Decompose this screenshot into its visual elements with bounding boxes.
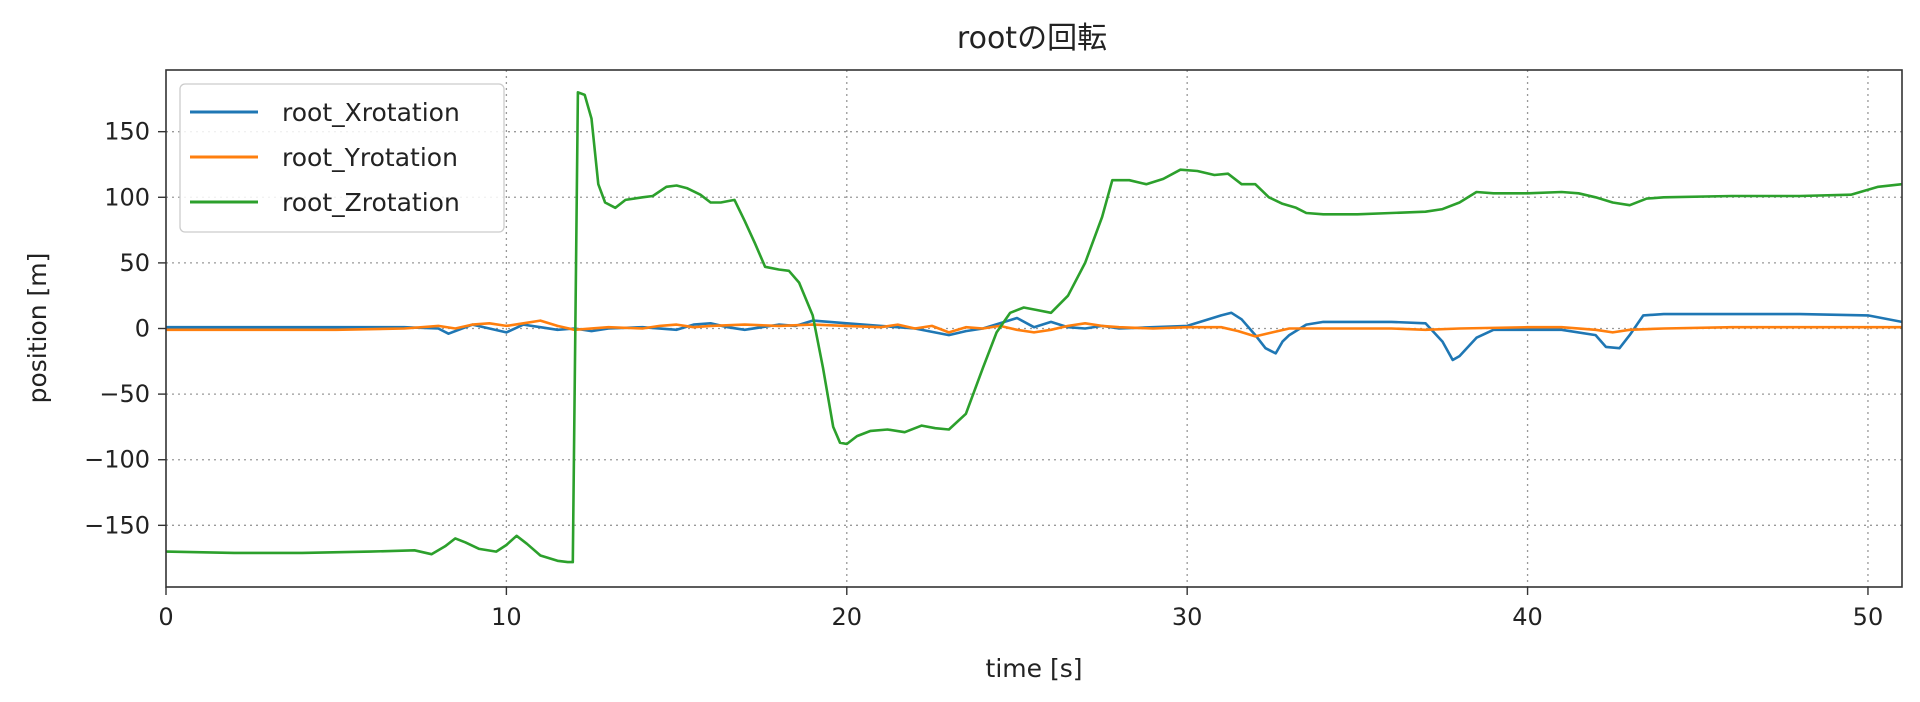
series-layer xyxy=(166,91,1902,564)
x-tick-label: 30 xyxy=(1172,603,1203,631)
x-tick-label: 20 xyxy=(832,603,863,631)
x-tick-label: 50 xyxy=(1853,603,1884,631)
y-tick-label: 50 xyxy=(119,249,150,277)
y-axis-label: position [m] xyxy=(23,253,52,404)
x-tick-label: 0 xyxy=(158,603,173,631)
chart-title: rootの回転 xyxy=(957,21,1107,56)
x-tick-label: 10 xyxy=(491,603,522,631)
series-line-root-zrotation xyxy=(166,91,1902,564)
y-tick-label: −100 xyxy=(84,446,150,474)
legend-label: root_Yrotation xyxy=(282,143,458,172)
legend: root_Xrotation root_Yrotation root_Zrotati… xyxy=(179,83,505,233)
legend-box xyxy=(179,83,505,233)
y-tick-label: −50 xyxy=(99,380,150,408)
legend-label: root_Xrotation xyxy=(282,98,460,127)
legend-label: root_Zrotation xyxy=(282,188,460,217)
x-axis-label: time [s] xyxy=(986,654,1083,683)
y-axis-ticks: −150 −100 −50 0 50 100 150 xyxy=(84,118,166,539)
y-tick-label: −150 xyxy=(84,511,150,539)
y-tick-label: 100 xyxy=(104,183,150,211)
x-axis-ticks: 0 10 20 30 40 50 xyxy=(158,587,1883,631)
series-line-root-yrotation xyxy=(166,319,1902,338)
x-tick-label: 40 xyxy=(1512,603,1543,631)
y-tick-label: 0 xyxy=(135,315,150,343)
y-tick-label: 150 xyxy=(104,118,150,146)
